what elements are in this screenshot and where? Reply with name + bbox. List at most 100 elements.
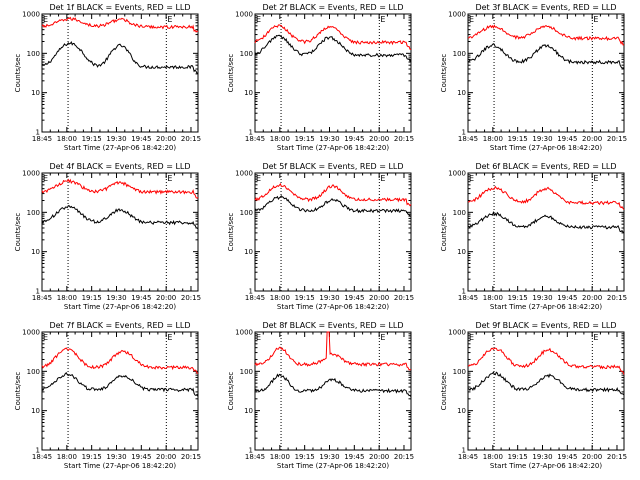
y-axis-label: Counts/sec: [440, 54, 448, 93]
x-tick-label: 19:30: [106, 453, 126, 461]
y-tick-label: 100: [453, 50, 466, 58]
event-marker-label: E: [380, 174, 385, 183]
y-tick-label: 1000: [22, 11, 40, 19]
x-tick-label: 18:00: [483, 453, 503, 461]
black-events-series: [467, 43, 625, 70]
x-tick-label: 18:00: [57, 135, 77, 143]
black-events-series: [41, 205, 199, 230]
x-tick-label: 18:45: [458, 135, 478, 143]
y-tick-label: 10: [31, 89, 40, 97]
x-tick-label: 20:00: [582, 294, 602, 302]
x-tick-label: 20:15: [394, 453, 414, 461]
x-axis-label: Start Time (27-Apr-06 18:42:20): [277, 144, 389, 152]
red-lld-series: [468, 24, 625, 46]
event-marker-label: E: [43, 333, 48, 342]
y-axis-label: Counts/sec: [227, 372, 235, 411]
x-tick-label: 20:00: [156, 294, 176, 302]
event-marker-label: E: [167, 174, 172, 183]
x-tick-label: 19:45: [131, 135, 151, 143]
event-marker-label: E: [593, 333, 598, 342]
x-tick-label: 19:15: [508, 453, 528, 461]
y-tick-label: 1: [462, 447, 466, 455]
plot-frame: [41, 172, 199, 292]
x-tick-label: 18:00: [270, 294, 290, 302]
x-tick-label: 19:30: [106, 294, 126, 302]
x-tick-label: 19:15: [295, 453, 315, 461]
y-tick-label: 1: [462, 129, 466, 137]
event-marker-label: E: [380, 333, 385, 342]
y-tick-label: 100: [453, 368, 466, 376]
x-tick-label: 19:45: [557, 453, 577, 461]
y-tick-label: 100: [27, 50, 40, 58]
black-events-series: [41, 372, 199, 397]
x-tick-label: 19:45: [344, 294, 364, 302]
x-tick-label: 18:00: [483, 294, 503, 302]
x-tick-label: 20:15: [181, 135, 201, 143]
panel-title: Det 7f BLACK = Events, RED = LLD: [49, 321, 190, 330]
x-tick-label: 19:15: [508, 294, 528, 302]
x-tick-label: 18:45: [245, 135, 265, 143]
y-tick-label: 10: [244, 248, 253, 256]
x-tick-label: 19:30: [319, 135, 339, 143]
panel-3: Det 3f BLACK = Events, RED = LLD 1 10 100 10…: [440, 3, 627, 152]
panel-title: Det 9f BLACK = Events, RED = LLD: [475, 321, 616, 330]
panel-title: Det 8f BLACK = Events, RED = LLD: [262, 321, 403, 330]
panel-title: Det 3f BLACK = Events, RED = LLD: [475, 3, 616, 12]
y-tick-label: 1: [36, 447, 40, 455]
x-tick-label: 19:30: [532, 135, 552, 143]
y-axis-label: Counts/sec: [14, 54, 22, 93]
x-tick-label: 20:00: [369, 135, 389, 143]
plot-frame: [41, 331, 199, 451]
y-tick-label: 1: [462, 288, 466, 296]
x-tick-label: 19:45: [344, 453, 364, 461]
x-axis-label: Start Time (27-Apr-06 18:42:20): [490, 462, 602, 470]
event-marker-label: E: [256, 174, 261, 183]
x-tick-label: 18:00: [483, 135, 503, 143]
panel-4: Det 4f BLACK = Events, RED = LLD 1 10 100 10…: [14, 162, 201, 311]
y-tick-label: 1: [249, 288, 253, 296]
black-events-series: [254, 34, 412, 63]
panel-title: Det 6f BLACK = Events, RED = LLD: [475, 162, 616, 171]
x-tick-label: 20:00: [369, 453, 389, 461]
event-marker-label: E: [469, 15, 474, 24]
event-marker-label: E: [593, 15, 598, 24]
y-tick-label: 1: [36, 129, 40, 137]
panel-5: Det 5f BLACK = Events, RED = LLD 1 10 100 10…: [227, 162, 414, 311]
red-lld-series: [41, 16, 199, 33]
x-tick-label: 20:15: [607, 453, 627, 461]
event-marker-label: E: [256, 15, 261, 24]
x-tick-label: 20:15: [394, 135, 414, 143]
x-tick-label: 19:30: [532, 453, 552, 461]
y-axis-label: Counts/sec: [440, 372, 448, 411]
y-tick-label: 1000: [235, 11, 253, 19]
y-tick-label: 1000: [22, 329, 40, 337]
x-tick-label: 18:45: [32, 453, 52, 461]
x-tick-label: 18:45: [245, 294, 265, 302]
y-tick-label: 100: [27, 368, 40, 376]
black-events-series: [468, 210, 625, 233]
red-lld-series: [41, 347, 199, 375]
x-axis-label: Start Time (27-Apr-06 18:42:20): [64, 303, 176, 311]
y-tick-label: 10: [31, 407, 40, 415]
x-axis-label: Start Time (27-Apr-06 18:42:20): [277, 462, 389, 470]
black-events-series: [254, 373, 412, 398]
x-tick-label: 19:30: [319, 453, 339, 461]
event-marker-label: E: [43, 15, 48, 24]
x-tick-label: 19:15: [82, 294, 102, 302]
event-marker-label: E: [167, 333, 172, 342]
x-tick-label: 20:15: [181, 294, 201, 302]
red-lld-series: [254, 24, 412, 50]
x-tick-label: 18:45: [32, 294, 52, 302]
y-tick-label: 1000: [448, 329, 466, 337]
panel-6: Det 6f BLACK = Events, RED = LLD 1 10 100 10…: [440, 162, 627, 311]
panel-8: Det 8f BLACK = Events, RED = LLD 1 10 100 10…: [227, 321, 414, 470]
x-axis-label: Start Time (27-Apr-06 18:42:20): [490, 303, 602, 311]
y-axis-label: Counts/sec: [14, 372, 22, 411]
y-tick-label: 10: [457, 248, 466, 256]
panel-1: Det 1f BLACK = Events, RED = LLD 1 10 100 10…: [14, 3, 201, 152]
event-marker-label: E: [593, 174, 598, 183]
x-tick-label: 19:45: [131, 294, 151, 302]
panel-title: Det 5f BLACK = Events, RED = LLD: [262, 162, 403, 171]
event-marker-label: E: [380, 15, 385, 24]
